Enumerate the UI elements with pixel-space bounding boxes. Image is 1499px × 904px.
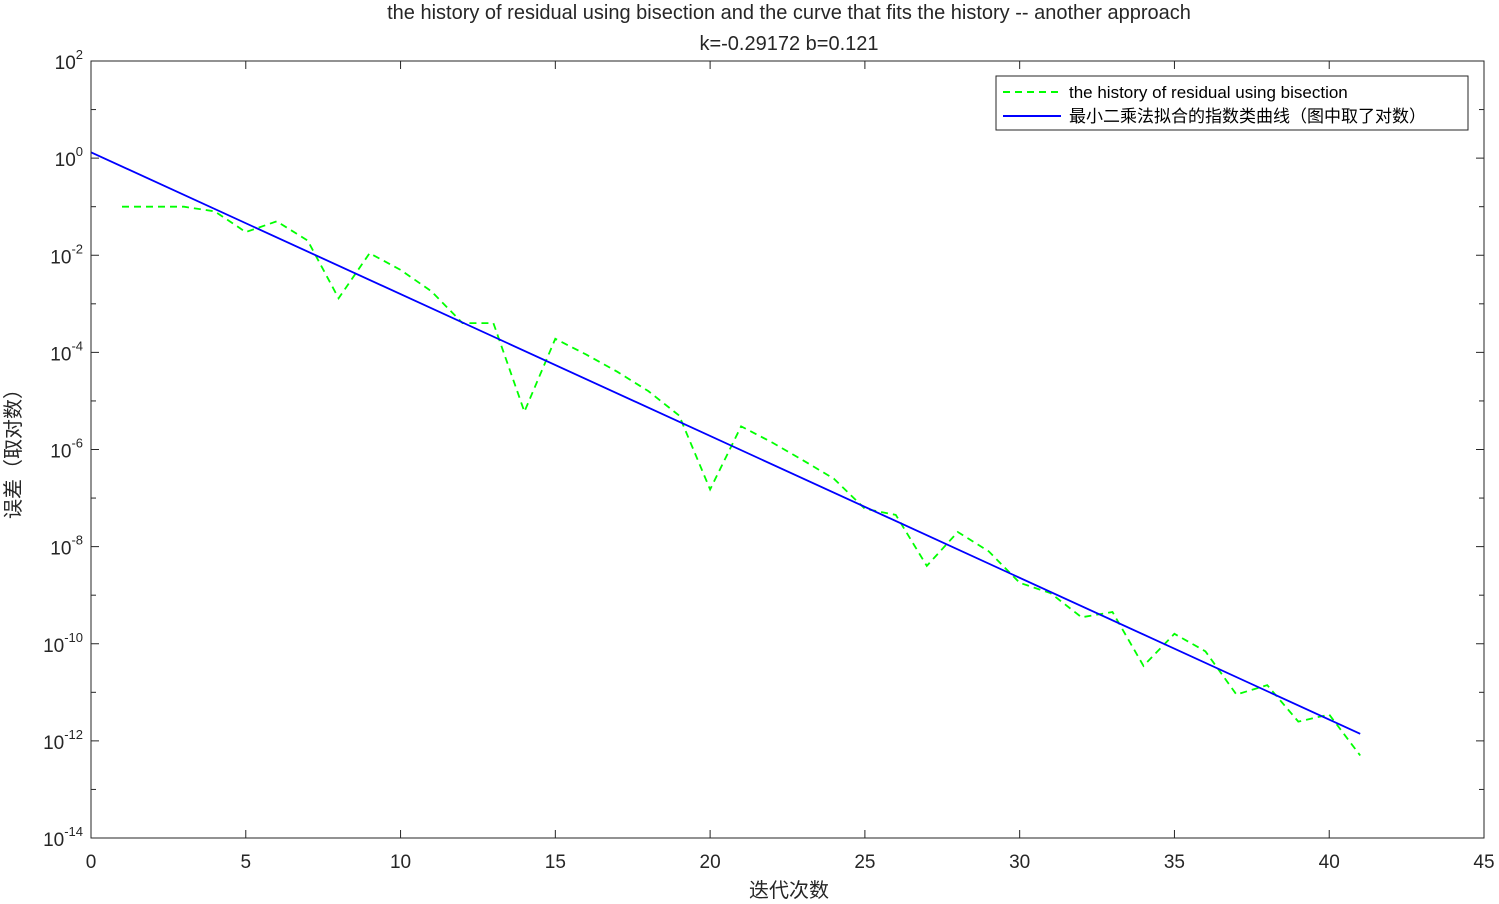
x-tick-label: 20: [700, 852, 721, 873]
y-tick-label: 10-12: [43, 727, 83, 754]
series-layer: [90, 151, 1361, 757]
y-tick-label: 10-6: [50, 436, 83, 463]
y-axis-label: 误差（取对数）: [1, 379, 25, 519]
y-tick-exponent: 2: [76, 47, 83, 62]
y-tick-exponent: -4: [71, 338, 83, 353]
axes-layer: [90, 60, 1485, 839]
chart-title: the history of residual using bisection …: [387, 2, 1191, 24]
ticks-layer: 0 5 10 15 20 25 30 35 40 4510210010-210-410-610-8…: [43, 47, 1495, 873]
legend-box: [995, 75, 1469, 131]
legend-label-residual: the history of residual using bisection: [1069, 83, 1348, 102]
y-tick-exponent: -10: [64, 630, 83, 645]
x-tick-label: 0: [86, 852, 97, 873]
series-residual-line: [122, 205, 1361, 757]
plot-frame: [90, 60, 1485, 839]
y-tick-label: 102: [55, 47, 83, 74]
y-tick-exponent: -8: [71, 533, 83, 548]
x-tick-label: 15: [545, 852, 566, 873]
chart-subtitle: k=-0.29172 b=0.121: [699, 33, 878, 55]
legend-label-fit: 最小二乘法拟合的指数类曲线（图中取了对数）: [1069, 107, 1426, 126]
y-tick-label: 10-4: [50, 338, 83, 365]
x-tick-label: 5: [240, 852, 251, 873]
y-tick-exponent: -14: [64, 824, 83, 839]
y-tick-label: 10-10: [43, 630, 83, 657]
y-tick-label: 10-2: [50, 241, 83, 268]
y-tick-exponent: -6: [71, 436, 83, 451]
series-fit-line: [90, 151, 1361, 735]
x-axis-label: 迭代次数: [749, 878, 829, 902]
y-tick-exponent: -12: [64, 727, 83, 742]
x-tick-label: 25: [854, 852, 875, 873]
x-tick-label: 40: [1319, 852, 1340, 873]
y-tick-label: 100: [55, 144, 83, 171]
y-tick-label: 10-8: [50, 533, 83, 560]
legend: the history of residual using bisection …: [995, 75, 1469, 131]
x-tick-label: 45: [1473, 852, 1494, 873]
x-tick-label: 35: [1164, 852, 1185, 873]
x-tick-label: 10: [390, 852, 411, 873]
y-tick-label: 10-14: [43, 824, 83, 851]
y-tick-exponent: -2: [71, 241, 83, 256]
y-tick-exponent: 0: [76, 144, 83, 159]
x-tick-label: 30: [1009, 852, 1030, 873]
